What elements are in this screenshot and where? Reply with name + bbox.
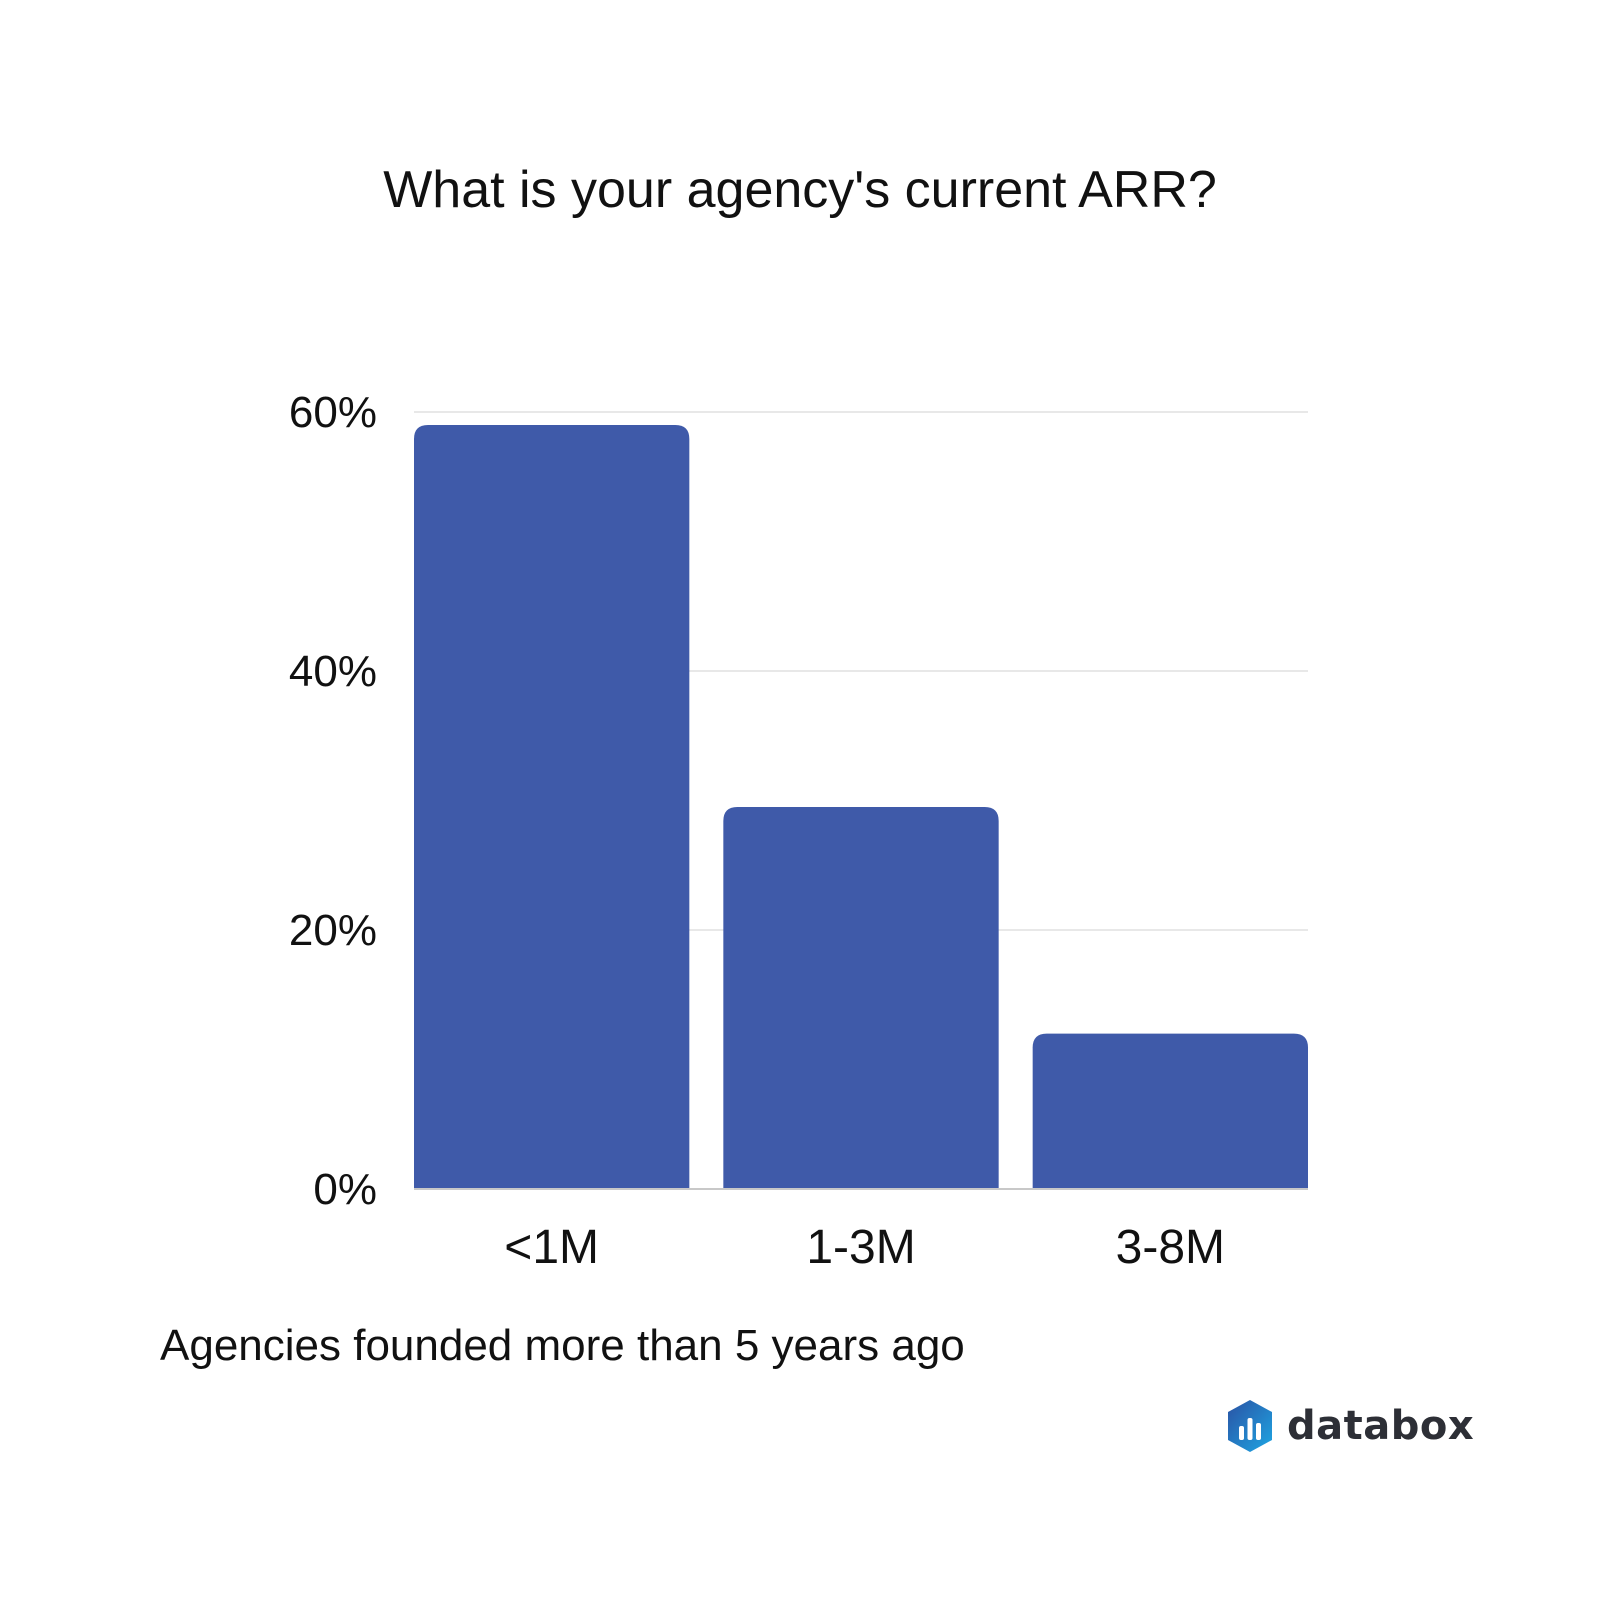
x-tick-label: <1M [504,1221,599,1274]
y-tick-label: 20% [289,906,377,955]
databox-logo-text: databox [1287,1403,1475,1449]
chart-caption: Agencies founded more than 5 years ago [160,1321,965,1370]
bar-38m [1032,1033,1308,1189]
bars [414,424,1308,1189]
chart-title: What is your agency's current ARR? [383,161,1217,219]
bar-1m [414,424,690,1189]
y-tick-label: 0% [313,1165,377,1214]
y-tick-label: 60% [289,388,377,437]
x-tick-label: 1-3M [806,1221,915,1274]
databox-logo-icon [1228,1400,1272,1452]
x-tick-labels: <1M 1-3M 3-8M [504,1221,1225,1274]
y-tick-label: 40% [289,647,377,696]
databox-logo: databox [1225,1398,1474,1454]
y-tick-labels: 0% 20% 40% 60% [289,388,377,1214]
x-tick-label: 3-8M [1116,1221,1225,1274]
bar-13m [723,806,999,1189]
